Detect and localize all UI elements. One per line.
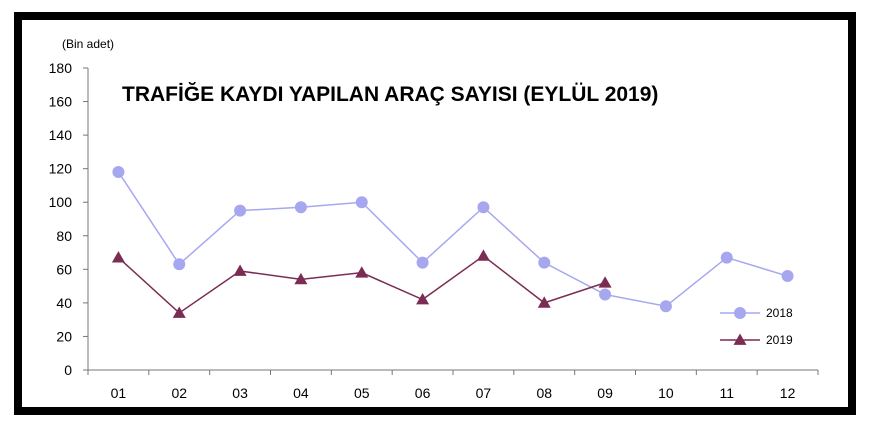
data-point-2018 <box>294 201 307 214</box>
x-tick-label: 11 <box>719 385 734 401</box>
y-tick-label: 140 <box>49 127 73 143</box>
x-tick-label: 10 <box>658 385 674 401</box>
data-point-2018 <box>781 270 794 283</box>
y-tick-label: 40 <box>56 295 72 311</box>
x-tick-label: 09 <box>597 385 613 401</box>
data-point-2018 <box>659 300 672 313</box>
x-tick-label: 02 <box>171 385 187 401</box>
data-point-2019 <box>355 266 369 278</box>
data-point-2018 <box>538 256 551 269</box>
legend-marker-2018 <box>734 307 746 319</box>
legend-label-2019: 2019 <box>766 333 793 347</box>
data-point-2019 <box>294 272 308 285</box>
data-point-2019 <box>416 293 430 305</box>
y-tick-label: 180 <box>49 60 73 76</box>
y-tick-label: 160 <box>49 94 73 110</box>
data-point-2018 <box>234 204 247 217</box>
data-point-2018 <box>355 196 368 209</box>
series-line-2018 <box>117 171 788 308</box>
data-point-2019 <box>476 249 490 261</box>
chart-frame <box>14 12 856 415</box>
legend-marker-2019 <box>733 333 747 345</box>
data-point-2019 <box>172 306 186 318</box>
y-tick-label: 20 <box>56 328 72 344</box>
y-tick-label: 80 <box>56 228 72 244</box>
data-point-2018 <box>477 201 490 214</box>
y-tick-label: 60 <box>56 261 72 277</box>
x-tick-label: 12 <box>780 385 796 401</box>
series-line-2019 <box>117 254 606 314</box>
data-point-2018 <box>112 166 125 179</box>
data-point-2019 <box>598 276 612 288</box>
x-tick-label: 06 <box>415 385 431 401</box>
data-point-2018 <box>416 256 429 269</box>
data-point-2019 <box>233 264 247 276</box>
data-point-2019 <box>537 296 551 308</box>
x-tick-label: 05 <box>354 385 370 401</box>
data-point-2019 <box>111 251 125 263</box>
y-tick-label: 0 <box>64 362 72 378</box>
data-point-2018 <box>173 258 186 271</box>
x-tick-label: 03 <box>232 385 248 401</box>
y-tick-label: 120 <box>49 161 73 177</box>
x-tick-label: 01 <box>111 385 127 401</box>
data-point-2018 <box>599 288 612 301</box>
x-tick-label: 04 <box>293 385 309 401</box>
x-tick-label: 07 <box>476 385 492 401</box>
x-tick-label: 08 <box>536 385 552 401</box>
y-tick-label: 100 <box>49 194 73 210</box>
y-unit-label: (Bin adet) <box>62 37 114 51</box>
legend-label-2018: 2018 <box>766 306 793 320</box>
chart-title: TRAFİĞE KAYDI YAPILAN ARAÇ SAYISI (EYLÜL… <box>122 82 658 106</box>
data-point-2018 <box>720 251 733 264</box>
